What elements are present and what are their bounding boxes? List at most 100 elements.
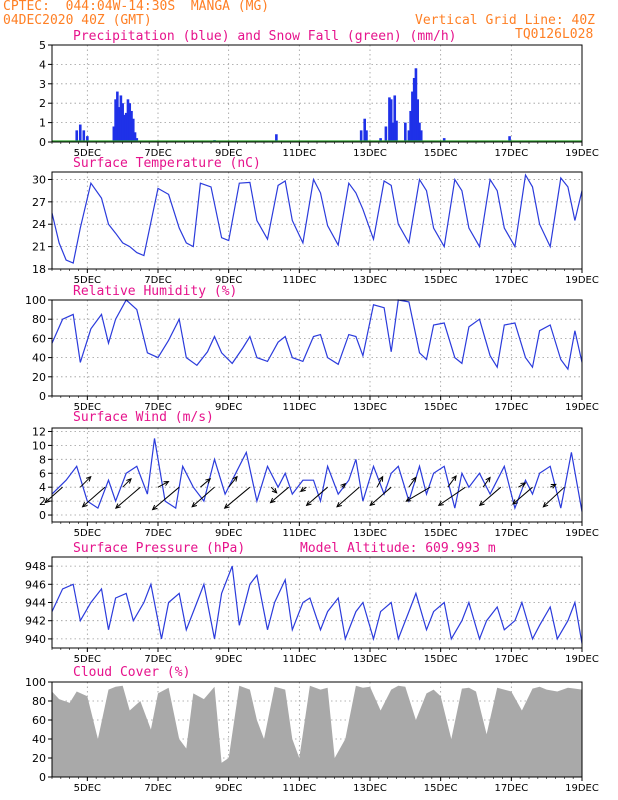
temperature-ytick-label: 27 — [32, 196, 46, 209]
wind-ytick-label: 0 — [39, 509, 46, 522]
pressure-ytick-label: 946 — [25, 578, 46, 591]
precip-bar — [416, 99, 419, 142]
precip-bar — [384, 126, 388, 142]
precip-bar — [131, 118, 135, 142]
pressure-xtick-label: 5DEC — [74, 654, 101, 665]
wind-arrow — [438, 486, 466, 506]
temperature-line — [51, 173, 583, 264]
wind-arrow-head — [205, 478, 212, 484]
wind-arrow-head — [520, 482, 527, 488]
temperature-xtick-label: 19DEC — [565, 275, 599, 286]
cloud-xtick-label: 7DEC — [144, 783, 171, 794]
humidity-title: Relative Humidity (%) — [73, 284, 238, 299]
wind-arrow — [191, 486, 215, 508]
humidity-ytick-label: 0 — [39, 390, 46, 403]
wind-arrow — [408, 477, 417, 488]
wind-arrow-head — [411, 476, 417, 483]
pressure-title: Surface Pressure (hPa) — [73, 541, 246, 556]
wind-arrow-head — [232, 475, 238, 482]
pressure-xtick-label: 11DEC — [282, 654, 316, 665]
cloud-xtick-label: 5DEC — [74, 783, 101, 794]
precip-bar — [409, 110, 412, 142]
wind-arrow — [115, 486, 141, 509]
precip-ytick-label: 4 — [39, 58, 46, 71]
wind-arrow-head — [369, 500, 376, 507]
wind-arrow — [157, 481, 169, 488]
cloud-xtick-label: 19DEC — [565, 783, 599, 794]
precip-xtick-label: 11DEC — [282, 148, 316, 159]
wind-arrow — [224, 486, 251, 509]
precip-bar — [133, 132, 137, 142]
wind-arrow-head — [44, 497, 51, 504]
pressure-xtick-label: 17DEC — [494, 654, 528, 665]
cloud-ytick-label: 80 — [32, 695, 46, 708]
humidity-xtick-label: 13DEC — [353, 402, 387, 413]
precip-bar — [365, 130, 368, 142]
temperature-panel: 18 21 24 27 30 5DEC 7DEC 9DEC 11DEC 13DEC 15DEC 17D… — [32, 171, 599, 286]
temperature-ytick-label: 30 — [32, 173, 46, 186]
wind-arrow-head — [405, 496, 412, 502]
precip-bar — [395, 120, 398, 142]
wind-arrow — [512, 486, 533, 505]
cloud-ytick-label: 20 — [32, 752, 46, 765]
precip-bar — [121, 103, 124, 142]
precip-xtick-label: 17DEC — [494, 148, 528, 159]
wind-arrow-head — [451, 475, 457, 481]
precip-bar — [407, 130, 411, 142]
precip-bar — [389, 99, 393, 142]
precip-bar — [78, 124, 82, 142]
cloud-area — [52, 685, 582, 777]
wind-ytick-label: 10 — [32, 439, 46, 452]
wind-arrow — [82, 486, 106, 508]
temperature-ytick-label: 21 — [32, 241, 46, 254]
wind-arrow-head — [550, 483, 557, 489]
pressure-xtick-label: 13DEC — [353, 654, 387, 665]
wind-arrow — [482, 477, 491, 488]
precip-panel: 0 1 2 3 4 5 5DEC 7DEC 9DEC 11DEC 13DEC 15DEC 17DEC 19… — [39, 39, 599, 159]
precip-xtick-label: 9DEC — [215, 148, 242, 159]
wind-xtick-label: 7DEC — [144, 528, 171, 539]
precip-bar — [128, 103, 132, 142]
precip-xtick-label: 7DEC — [144, 148, 171, 159]
wind-arrow-head — [299, 486, 306, 493]
wind-arrow — [270, 486, 290, 503]
wind-arrow — [228, 476, 238, 488]
temperature-xtick-label: 5DEC — [74, 275, 101, 286]
cloud-xtick-label: 15DEC — [424, 783, 458, 794]
pressure-xtick-label: 9DEC — [215, 654, 242, 665]
wind-ytick-label: 4 — [39, 481, 46, 494]
precip-xtick-label: 5DEC — [74, 148, 101, 159]
header-grid-line: Vertical Grid Line: 40Z — [415, 13, 596, 28]
wind-xtick-label: 13DEC — [353, 528, 387, 539]
wind-arrow-head — [378, 475, 384, 482]
wind-arrow-head — [81, 501, 88, 508]
model-altitude-annotation: Model Altitude: 609.993 m — [300, 541, 496, 556]
wind-xtick-label: 5DEC — [74, 528, 101, 539]
pressure-ytick-label: 944 — [25, 597, 46, 610]
wind-arrow-head — [542, 501, 549, 508]
temperature-title: Surface Temperature (nC) — [73, 156, 261, 171]
wind-ytick-label: 8 — [39, 453, 46, 466]
wind-arrow — [300, 486, 307, 492]
precip-bar — [359, 130, 363, 142]
precip-bar — [86, 136, 89, 142]
wind-arrow — [336, 486, 360, 508]
precip-bar — [414, 68, 418, 142]
wind-frame — [51, 427, 583, 523]
header-model-code: TQ0126L028 — [515, 27, 594, 42]
humidity-ytick-label: 60 — [32, 332, 46, 345]
precip-bar — [388, 97, 391, 142]
wind-ytick-label: 2 — [39, 495, 46, 508]
wind-xtick-label: 11DEC — [282, 528, 316, 539]
wind-arrow — [200, 478, 211, 488]
precip-bar — [124, 112, 128, 142]
precip-bar — [116, 91, 119, 142]
wind-title: Surface Wind (m/s) — [73, 410, 214, 425]
cloud-ytick-label: 0 — [39, 771, 46, 784]
cloud-ytick-label: 100 — [25, 676, 46, 689]
humidity-xtick-label: 11DEC — [282, 402, 316, 413]
wind-arrow-head — [191, 501, 198, 508]
wind-arrow — [270, 486, 278, 494]
precip-bar — [275, 134, 278, 142]
